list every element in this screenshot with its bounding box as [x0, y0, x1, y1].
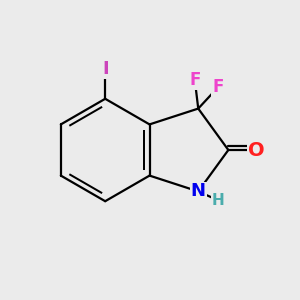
Text: F: F — [212, 78, 224, 96]
Text: F: F — [189, 71, 200, 89]
Text: N: N — [191, 182, 206, 200]
Text: O: O — [248, 140, 265, 160]
Text: I: I — [102, 60, 109, 78]
Text: H: H — [212, 193, 224, 208]
